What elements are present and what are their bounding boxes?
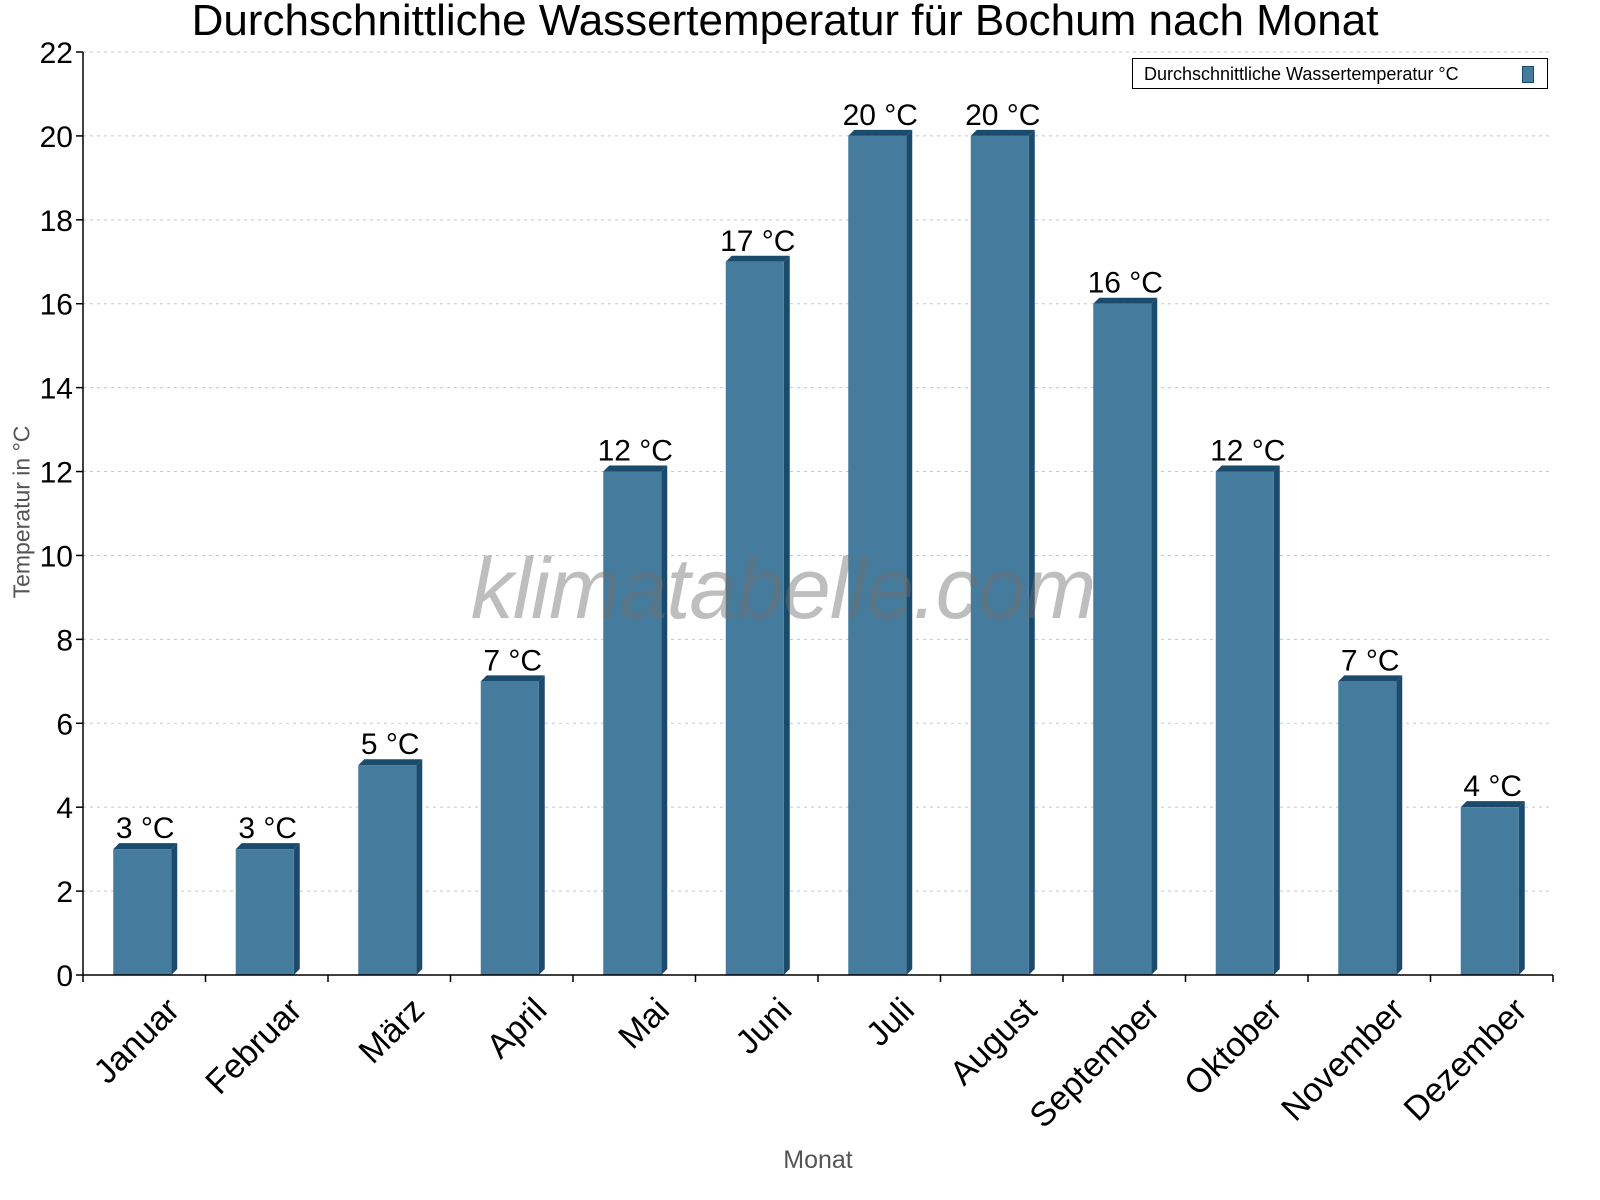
bar-januar (113, 843, 178, 975)
value-label: 4 °C (1463, 770, 1522, 803)
bar-dezember (1460, 801, 1525, 975)
value-label: 7 °C (1341, 644, 1400, 677)
value-labels: 3 °C 3 °C 5 °C 7 °C 12 °C 17 °C 20 °C 20 °C 16 °… (116, 99, 1522, 845)
x-tick-label: November (1274, 991, 1412, 1129)
gridlines (83, 51, 1553, 892)
y-tick-label: 18 (40, 205, 73, 238)
y-tick-label: 20 (40, 121, 73, 154)
bar-märz (358, 759, 423, 975)
x-tick-label: August (943, 990, 1045, 1092)
x-tick-label: Juli (859, 991, 922, 1054)
x-tick-label: März (352, 991, 432, 1071)
bars (113, 129, 1525, 976)
y-tick-label: 14 (40, 373, 73, 406)
x-tick-label: April (479, 991, 554, 1066)
value-label: 3 °C (116, 812, 175, 845)
y-tick-label: 22 (40, 37, 73, 70)
y-tick-label: 8 (56, 624, 73, 657)
x-tick-label: Januar (86, 991, 186, 1091)
y-tick-label: 4 (56, 792, 73, 825)
value-label: 12 °C (598, 435, 673, 468)
bar-juni (725, 255, 790, 976)
value-label: 12 °C (1210, 435, 1285, 468)
legend-swatch-icon (1522, 66, 1534, 83)
x-tick-label: Dezember (1397, 991, 1535, 1129)
x-axis-label: Monat (783, 1146, 853, 1174)
x-tick-label: Juni (728, 991, 799, 1062)
bar-mai (603, 465, 668, 975)
x-tick-label: September (1022, 991, 1166, 1135)
x-tick-label: Februar (198, 991, 309, 1102)
legend: Durchschnittliche Wassertemperatur °C (1132, 58, 1548, 89)
y-tick-label: 10 (40, 540, 73, 573)
bar-august (970, 129, 1035, 976)
bar-oktober (1215, 465, 1280, 975)
value-label: 16 °C (1088, 267, 1163, 300)
y-tick-label: 6 (56, 708, 73, 741)
y-tick-label: 12 (40, 457, 73, 490)
value-label: 7 °C (483, 644, 542, 677)
bar-november (1338, 675, 1403, 975)
watermark: klimatabelle.com (470, 541, 1096, 637)
bar-juli (848, 129, 913, 976)
bar-april (480, 675, 545, 975)
axes (76, 51, 1554, 982)
value-label: 17 °C (720, 225, 795, 258)
y-tick-label: 0 (56, 960, 73, 993)
x-tick-label: Mai (611, 991, 677, 1057)
value-label: 20 °C (843, 99, 918, 132)
value-label: 20 °C (965, 99, 1040, 132)
legend-label: Durchschnittliche Wassertemperatur °C (1144, 64, 1459, 84)
y-tick-label: 2 (56, 876, 73, 909)
bar-september (1093, 297, 1158, 975)
y-axis-label: Temperatur in °C (8, 425, 35, 599)
y-tick-label: 16 (40, 289, 73, 322)
value-label: 3 °C (238, 812, 297, 845)
x-tick-label: Oktober (1177, 991, 1289, 1103)
value-label: 5 °C (361, 728, 420, 761)
bar-februar (235, 843, 300, 975)
chart-title: Durchschnittliche Wassertemperatur für B… (191, 0, 1379, 45)
